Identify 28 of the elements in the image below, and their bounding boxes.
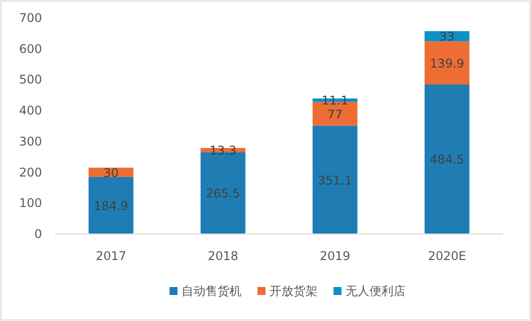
legend-label: 开放货架 — [270, 284, 318, 298]
x-tick-label: 2018 — [208, 249, 238, 263]
y-tick-label: 500 — [19, 72, 42, 87]
data-label: 77 — [327, 107, 343, 122]
y-tick-label: 400 — [19, 104, 42, 118]
y-tick-label: 600 — [19, 42, 42, 56]
data-label: 184.9 — [94, 198, 128, 213]
legend-label: 无人便利店 — [346, 284, 406, 298]
data-label: 30 — [103, 166, 119, 180]
y-tick-label: 700 — [19, 11, 42, 25]
x-tick-label: 2019 — [320, 249, 350, 263]
legend-label: 自动售货机 — [182, 284, 242, 298]
data-label: 33 — [439, 30, 455, 44]
bar — [424, 41, 470, 84]
y-tick-label: 200 — [19, 165, 42, 180]
y-tick-label: 0 — [34, 227, 42, 241]
data-label: 351.1 — [318, 173, 352, 188]
bar — [88, 176, 134, 234]
y-tick-label: 300 — [19, 134, 42, 148]
data-label: 484.5 — [430, 152, 464, 167]
bar — [312, 126, 358, 234]
y-tick-label: 100 — [19, 196, 42, 210]
bar — [424, 84, 470, 234]
bar — [424, 31, 470, 42]
data-label: 139.9 — [430, 56, 464, 70]
data-label: 265.5 — [206, 186, 240, 201]
x-tick-label: 2020E — [428, 249, 466, 263]
x-tick-label: 2017 — [96, 249, 126, 263]
